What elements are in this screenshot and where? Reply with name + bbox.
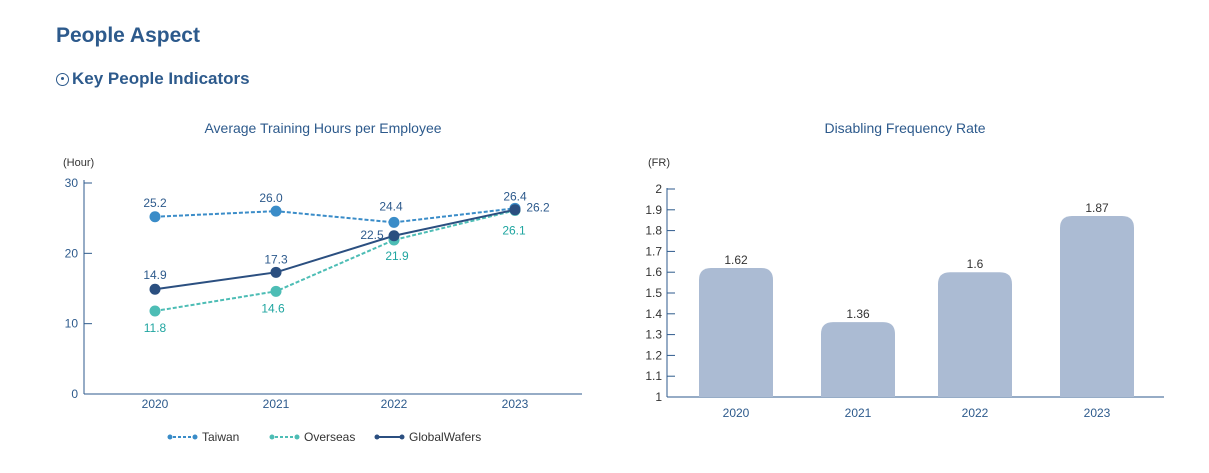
y-tick-label: 10 [65,317,79,331]
x-tick-label: 2023 [502,397,529,411]
y-tick-label: 1 [655,390,662,404]
y-tick-label: 1.1 [645,369,662,383]
legend-swatch-dot [399,434,405,440]
y-tick-label: 1.7 [645,244,662,258]
bar-chart: Disabling Frequency Rate (FR) 1 1.1 1.2 1.3… [645,120,1164,420]
data-point-taiwan [149,211,161,223]
y-tick-label: 1.8 [645,224,662,238]
y-tick-label: 1.9 [645,203,662,217]
series-line-overseas [154,209,516,312]
x-tick-label: 2023 [1084,406,1111,420]
bar-2023 [1060,216,1134,397]
y-tick-label: 1.5 [645,286,662,300]
bar-value-label: 1.87 [1085,201,1109,215]
line-chart: Average Training Hours per Employee (Hou… [63,120,582,444]
y-tick-label: 1.6 [645,265,662,279]
data-point-globalwafers [388,230,400,242]
y-tick-label: 1.2 [645,348,662,362]
page-title: People Aspect [56,24,200,47]
series-line-globalwafers [154,208,516,291]
x-tick-label: 2022 [962,406,989,420]
data-label-globalwafers: 17.3 [264,252,288,266]
bar-chart-title: Disabling Frequency Rate [824,120,985,136]
line-chart-title: Average Training Hours per Employee [204,120,441,136]
data-label-taiwan: 25.2 [143,196,167,210]
y-tick-label: 0 [71,387,78,401]
legend-label-globalwafers: GlobalWafers [409,430,481,444]
y-tick-label: 1.4 [645,307,662,321]
data-label-globalwafers: 14.9 [143,268,167,282]
data-label-overseas: 21.9 [385,249,409,263]
data-label-overseas: 14.6 [261,301,285,315]
bar-2022 [938,272,1012,397]
legend-label-taiwan: Taiwan [202,430,239,444]
data-point-globalwafers [149,283,161,295]
data-point-overseas [149,305,161,317]
y-tick-label: 20 [65,246,79,260]
legend-label-overseas: Overseas [304,430,355,444]
section-heading: Key People Indicators [56,69,250,89]
x-tick-label: 2020 [142,397,169,411]
legend-swatch-dot [269,434,275,440]
line-chart-legend: Taiwan Overseas GlobalWafers [167,430,481,444]
data-label-globalwafers: 22.5 [360,228,384,242]
series-line-taiwan [154,207,516,224]
data-label-overseas: 26.1 [502,223,526,237]
data-point-overseas [270,285,282,297]
y-tick-label: 1.3 [645,328,662,342]
bar-2020 [699,268,773,397]
legend-swatch-dot [294,434,300,440]
x-tick-label: 2022 [381,397,408,411]
target-icon [56,72,69,86]
bar-value-label: 1.36 [846,307,870,321]
data-label-taiwan: 26.0 [259,191,283,205]
legend-swatch-dot [167,434,173,440]
data-point-globalwafers [270,266,282,278]
line-chart-unit-label: (Hour) [63,157,94,169]
data-point-taiwan [270,205,282,217]
y-tick-label: 2 [655,182,662,196]
data-point-taiwan [388,216,400,228]
legend-swatch-dot [374,434,380,440]
data-label-taiwan: 24.4 [379,199,403,213]
x-tick-label: 2020 [723,406,750,420]
section-title: Key People Indicators [72,69,250,88]
data-point-globalwafers [509,204,521,216]
legend-swatch-dot [192,434,198,440]
x-tick-label: 2021 [845,406,872,420]
y-tick-label: 30 [65,176,79,190]
bar-value-label: 1.6 [967,257,984,271]
bar-2021 [821,322,895,397]
bar-value-label: 1.62 [724,253,748,267]
bar-chart-unit-label: (FR) [648,157,670,169]
data-label-overseas: 11.8 [144,321,167,335]
x-tick-label: 2021 [263,397,290,411]
data-label-globalwafers: 26.2 [526,201,550,215]
data-label-taiwan: 26.4 [503,189,527,203]
